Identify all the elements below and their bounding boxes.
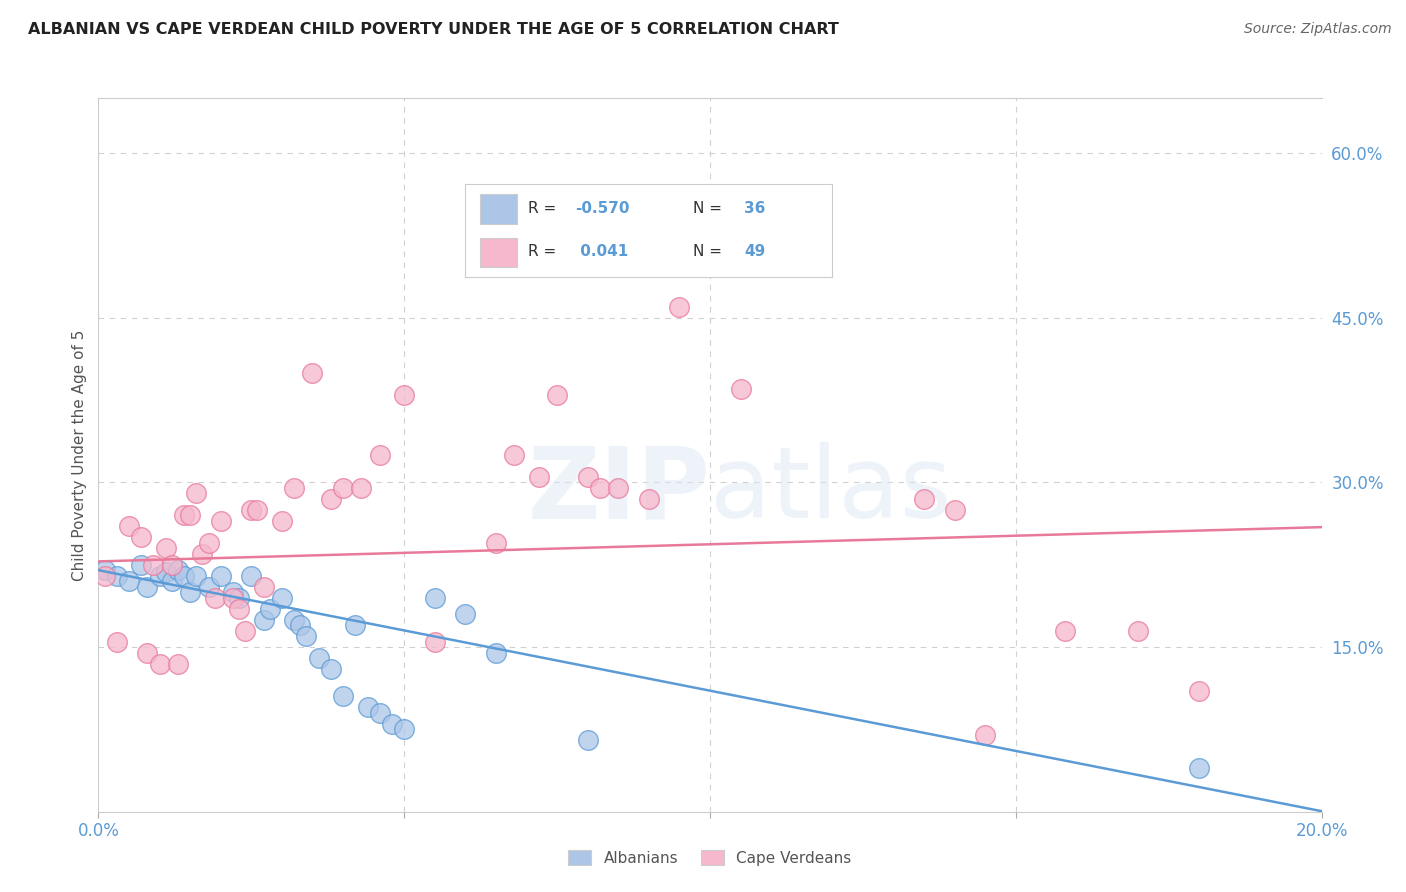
Point [295, 629, 318, 643]
Point [912, 491, 935, 506]
Point [301, 366, 323, 380]
Point [142, 558, 165, 572]
Text: ZIP: ZIP [527, 442, 710, 539]
Point [136, 646, 159, 660]
Point [454, 607, 477, 621]
Point [974, 728, 997, 742]
Point [668, 300, 690, 314]
Point [527, 470, 550, 484]
Point [319, 662, 342, 676]
Point [173, 568, 195, 582]
Point [503, 448, 526, 462]
Point [423, 634, 446, 648]
Point [179, 585, 201, 599]
Point [105, 634, 128, 648]
Point [943, 503, 966, 517]
Point [209, 568, 232, 582]
Point [160, 558, 183, 572]
Point [332, 690, 354, 704]
Point [197, 535, 219, 549]
Point [233, 624, 256, 638]
Point [149, 657, 172, 671]
Point [332, 481, 354, 495]
Point [308, 651, 330, 665]
Point [93, 563, 115, 577]
Legend: Albanians, Cape Verdeans: Albanians, Cape Verdeans [562, 844, 858, 871]
Point [246, 503, 269, 517]
Point [167, 563, 190, 577]
Point [1128, 624, 1150, 638]
Point [392, 723, 416, 737]
Point [589, 481, 612, 495]
Point [149, 568, 172, 582]
Point [167, 657, 190, 671]
Point [319, 491, 342, 506]
Point [423, 591, 446, 605]
Point [283, 481, 305, 495]
Point [350, 481, 373, 495]
Point [222, 591, 245, 605]
Point [191, 547, 214, 561]
Y-axis label: Child Poverty Under the Age of 5: Child Poverty Under the Age of 5 [72, 329, 87, 581]
Point [576, 470, 599, 484]
Point [179, 508, 201, 523]
Point [283, 613, 305, 627]
Point [186, 486, 208, 500]
Point [209, 514, 232, 528]
Point [105, 568, 128, 582]
Point [607, 481, 630, 495]
Point [136, 580, 159, 594]
Point [381, 717, 404, 731]
Point [290, 618, 312, 632]
Point [155, 566, 177, 580]
Point [485, 535, 508, 549]
Point [197, 580, 219, 594]
Point [730, 382, 752, 396]
Point [252, 580, 274, 594]
Point [93, 568, 115, 582]
Point [118, 574, 141, 589]
Text: atlas: atlas [710, 442, 952, 539]
Point [204, 591, 226, 605]
Point [485, 646, 508, 660]
Point [546, 387, 568, 401]
Point [368, 706, 391, 720]
Point [118, 519, 141, 533]
Text: Source: ZipAtlas.com: Source: ZipAtlas.com [1244, 22, 1392, 37]
Point [637, 491, 661, 506]
Point [228, 591, 250, 605]
Point [155, 541, 177, 556]
Point [1188, 761, 1211, 775]
Point [222, 585, 245, 599]
Point [1053, 624, 1076, 638]
Point [252, 613, 274, 627]
Point [392, 387, 416, 401]
Point [576, 733, 599, 747]
Point [259, 601, 281, 615]
Point [240, 503, 263, 517]
Point [129, 558, 152, 572]
Point [356, 700, 378, 714]
Point [186, 568, 208, 582]
Point [240, 568, 263, 582]
Point [228, 601, 250, 615]
Point [344, 618, 367, 632]
Point [270, 514, 292, 528]
Text: ALBANIAN VS CAPE VERDEAN CHILD POVERTY UNDER THE AGE OF 5 CORRELATION CHART: ALBANIAN VS CAPE VERDEAN CHILD POVERTY U… [28, 22, 839, 37]
Point [173, 508, 195, 523]
Point [270, 591, 292, 605]
Point [1188, 684, 1211, 698]
Point [368, 448, 391, 462]
Point [650, 234, 672, 248]
Point [160, 574, 183, 589]
Point [129, 530, 152, 544]
